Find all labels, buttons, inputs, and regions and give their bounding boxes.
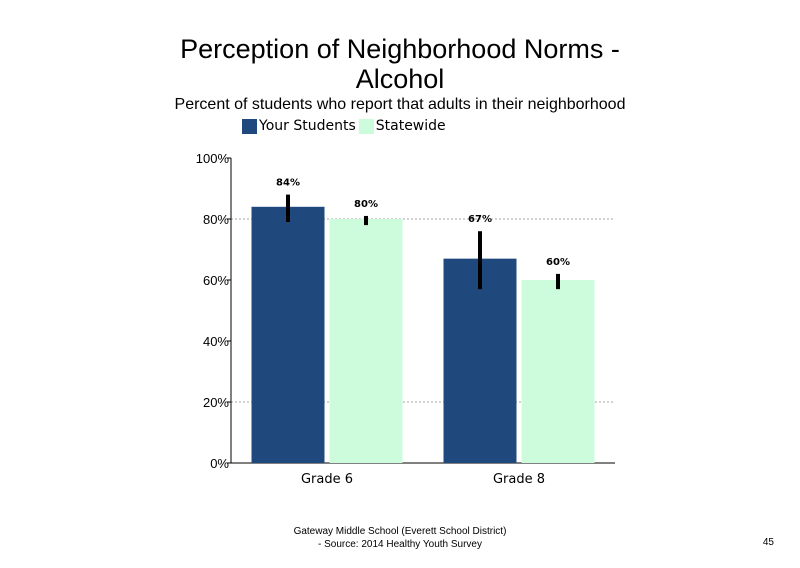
legend-item-your-students: Your Students [242,118,356,134]
y-tick-label: 100% [196,151,230,166]
legend-swatch-your-students [242,118,257,134]
bar-your-students-grade-8 [443,258,517,463]
page-number: 45 [762,537,774,548]
footer-line1: Gateway Middle School (Everett School Di… [293,526,507,537]
legend-item-statewide: Statewide [358,118,446,134]
bar-statewide-grade-6 [329,219,403,463]
x-tick-label: Grade 6 [301,472,353,487]
y-tick-label: 80% [203,212,229,227]
y-tick-label: 60% [203,273,229,288]
legend-label-your-students: Your Students [259,118,356,134]
data-label: 67% [468,214,492,225]
y-tick-label: 0% [210,456,229,471]
chart-title-line2: Alcohol [355,64,445,94]
data-label: 84% [276,178,300,189]
bar-your-students-grade-6 [251,206,325,464]
chart-legend: Your Students Statewide [242,118,449,134]
chart-title-line1: Perception of Neighborhood Norms - [180,34,620,64]
legend-label-statewide: Statewide [375,118,446,134]
chart-title: Perception of Neighborhood Norms - Alcoh… [0,34,800,94]
legend-swatch-statewide [358,118,374,134]
x-tick-label: Grade 8 [493,472,545,487]
footer-line2: - Source: 2014 Healthy Youth Survey [318,539,482,550]
data-label: 60% [546,257,570,268]
data-label: 80% [354,199,378,210]
y-tick-label: 20% [203,395,229,410]
chart-subtitle: Percent of students who report that adul… [174,96,626,113]
y-tick-label: 40% [203,334,229,349]
bar-statewide-grade-8 [521,280,595,463]
footer: Gateway Middle School (Everett School Di… [0,525,800,551]
